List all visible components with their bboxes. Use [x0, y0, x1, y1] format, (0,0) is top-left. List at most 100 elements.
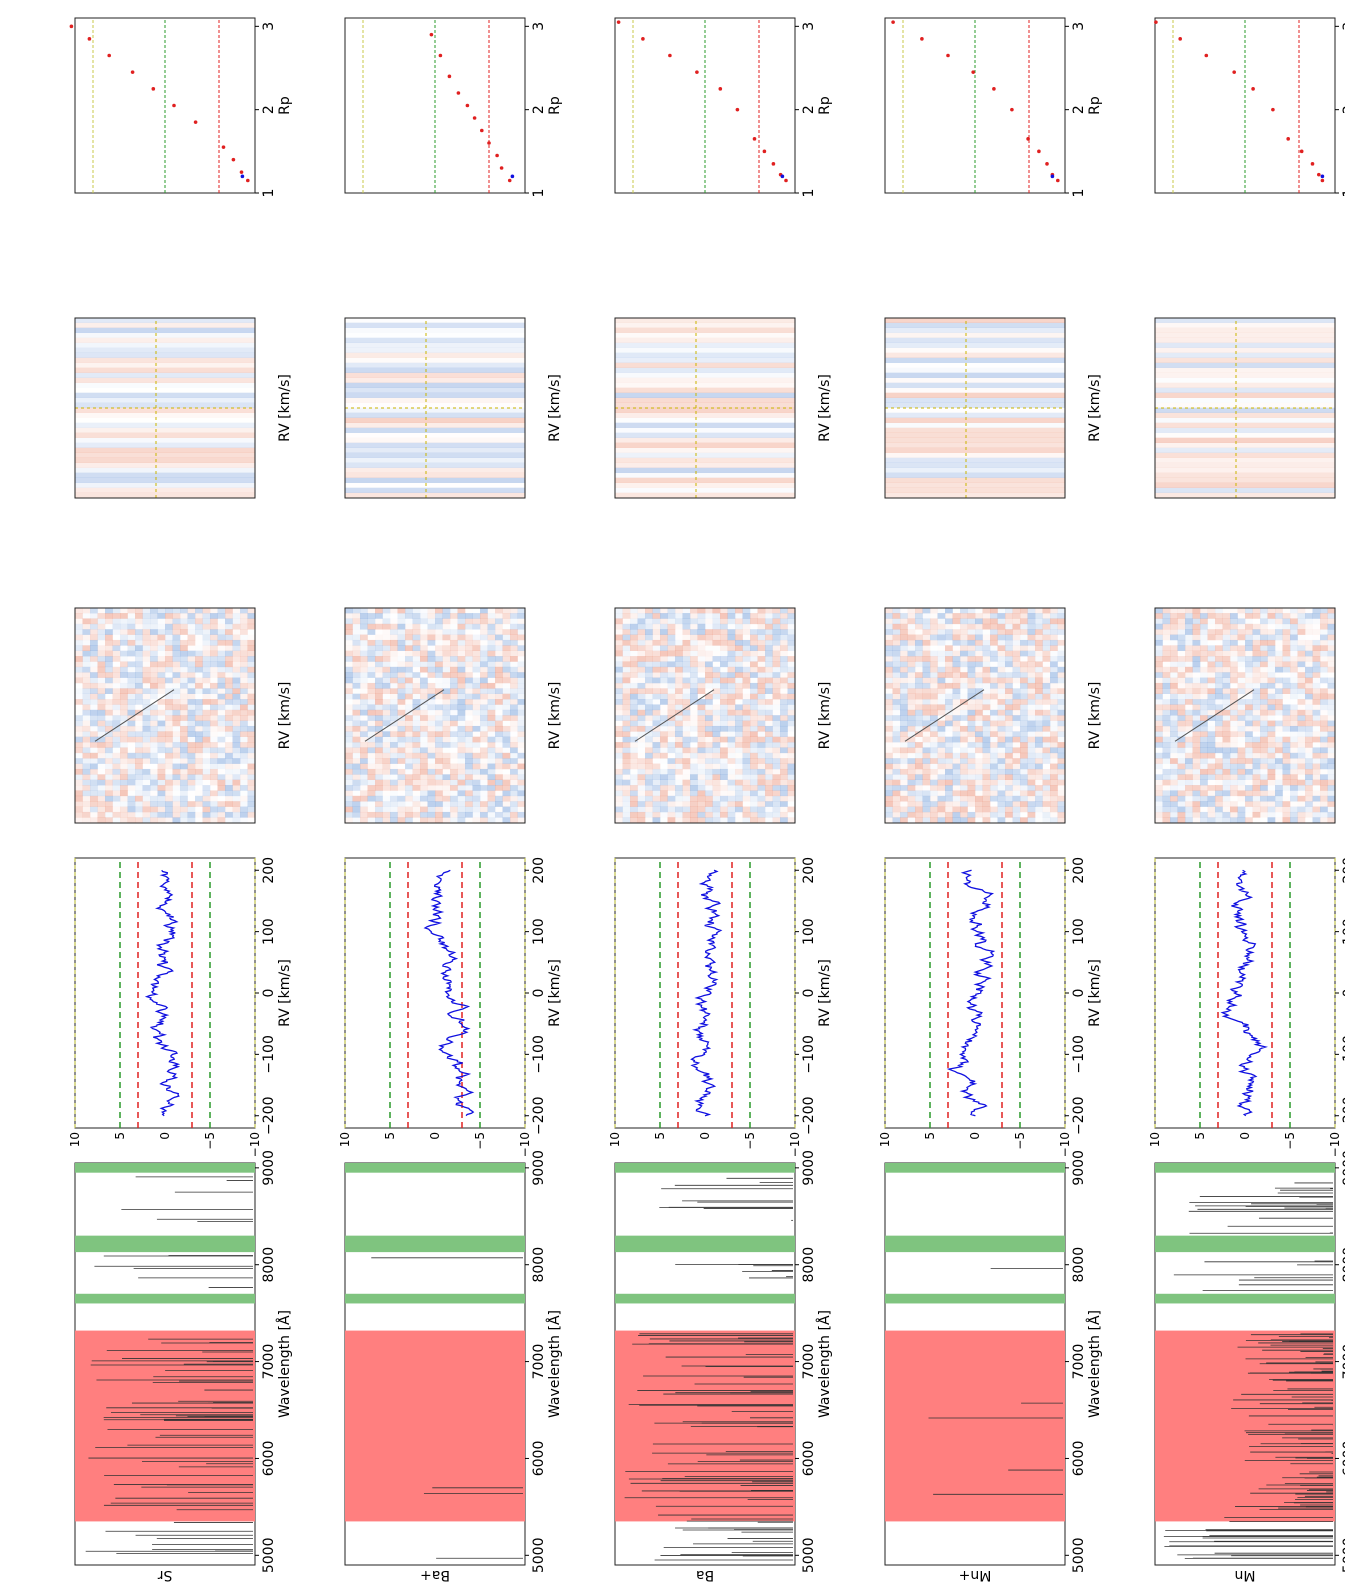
map-cell	[487, 656, 496, 662]
map-cell	[705, 613, 713, 619]
map-cell	[667, 806, 676, 813]
kp-map-column	[885, 462, 1065, 468]
map-cell	[502, 758, 511, 764]
map-cell	[457, 699, 466, 705]
map-cell	[990, 763, 998, 770]
map-cell	[1215, 677, 1223, 684]
map-cell	[427, 699, 436, 705]
rp-point	[641, 37, 645, 41]
map-cell	[390, 817, 398, 823]
map-cell	[142, 752, 151, 759]
map-cell	[1327, 682, 1336, 689]
map-cell	[480, 731, 488, 737]
map-cell	[615, 682, 623, 689]
map-cell	[765, 790, 773, 797]
map-cell	[682, 801, 691, 807]
map-cell	[367, 811, 376, 818]
map-cell	[968, 807, 976, 813]
map-cell	[495, 807, 503, 813]
map-cell	[652, 607, 661, 614]
kp-map-column	[615, 407, 795, 413]
map-cell	[240, 774, 248, 780]
map-cell	[937, 785, 946, 791]
map-cell	[982, 666, 991, 673]
map-cell	[952, 768, 961, 775]
map-cell	[765, 618, 773, 625]
map-cell	[1305, 774, 1313, 780]
map-cell	[682, 699, 691, 705]
map-cell	[382, 806, 391, 813]
map-cell	[1207, 661, 1216, 668]
map-cell	[682, 677, 691, 684]
map-cell	[667, 763, 676, 770]
map-cell	[735, 731, 743, 737]
map-cell	[922, 607, 931, 614]
map-cell	[637, 629, 646, 635]
map-cell	[990, 752, 998, 759]
rp-point	[735, 107, 740, 112]
map-cell	[1177, 634, 1186, 641]
map-cell	[120, 811, 128, 818]
map-cell	[1327, 806, 1336, 813]
map-cell	[660, 795, 668, 802]
map-cell	[345, 682, 353, 689]
map-cell	[157, 763, 166, 770]
map-cell	[375, 742, 383, 748]
map-cell	[90, 747, 98, 753]
map-cell	[517, 699, 526, 705]
map-cell	[150, 806, 158, 813]
map-cell	[975, 650, 983, 657]
map-cell	[967, 699, 976, 705]
map-cell	[345, 618, 353, 625]
map-cell	[930, 758, 938, 764]
map-cell	[922, 774, 931, 780]
map-cell	[975, 811, 983, 818]
map-cell	[637, 682, 646, 689]
map-cell	[705, 699, 713, 705]
map-cell	[1200, 817, 1208, 823]
map-cell	[637, 758, 646, 764]
map-cell	[975, 817, 983, 823]
map-cell	[622, 672, 631, 678]
map-cell	[945, 720, 953, 727]
map-cell	[457, 672, 466, 678]
cc-ytick-label: −5	[1013, 1132, 1027, 1150]
map-cell	[1215, 607, 1223, 614]
map-cell	[1192, 801, 1201, 807]
map-cell	[743, 635, 751, 641]
map-cell	[465, 779, 473, 786]
map-cell	[1012, 618, 1021, 625]
map-cell	[787, 774, 796, 780]
map-cell	[697, 817, 706, 823]
map-cell	[1020, 725, 1028, 732]
map-cell	[615, 677, 623, 684]
map-cell	[780, 715, 788, 721]
map-cell	[142, 785, 151, 791]
map-cell	[187, 811, 196, 818]
map-cell	[705, 639, 713, 646]
map-cell	[1012, 758, 1021, 764]
map-cell	[428, 678, 436, 684]
map-cell	[502, 607, 511, 614]
map-cell	[172, 795, 181, 802]
map-cell	[892, 747, 901, 754]
map-cell	[165, 785, 173, 791]
map-cell	[420, 715, 428, 721]
map-cell	[952, 613, 961, 619]
map-cell	[697, 623, 706, 630]
map-cell	[682, 607, 691, 614]
map-cell	[1222, 763, 1231, 770]
map-cell	[1020, 693, 1028, 700]
map-cell	[420, 758, 428, 764]
map-cell	[188, 790, 196, 796]
map-cell	[382, 709, 391, 716]
map-cell	[465, 709, 473, 716]
map-cell	[765, 672, 773, 678]
map-cell	[1192, 699, 1201, 705]
map-cell	[630, 682, 638, 689]
map-cell	[390, 709, 398, 716]
map-cell	[1215, 618, 1223, 625]
map-cell	[787, 699, 796, 705]
map-cell	[675, 682, 683, 689]
map-cell	[480, 811, 488, 818]
